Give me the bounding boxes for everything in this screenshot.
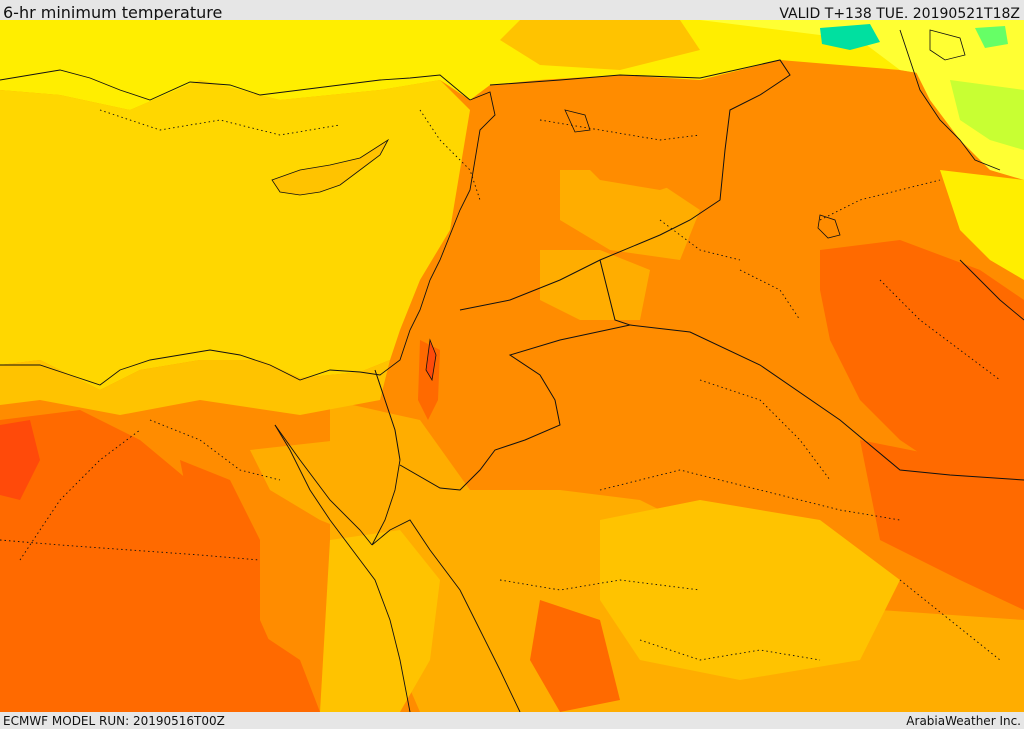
border-jordan bbox=[399, 259, 632, 491]
lake-assad bbox=[564, 109, 591, 133]
dark-orange-saudi bbox=[530, 600, 620, 712]
border-iraq-saudi bbox=[629, 324, 1024, 481]
light-orange-zone-6 bbox=[560, 170, 700, 260]
border-egypt-israel bbox=[374, 369, 401, 461]
lake-iraq bbox=[817, 214, 841, 239]
light-orange-zone-3 bbox=[250, 440, 380, 540]
red-sea-coast-east bbox=[371, 459, 521, 712]
cyprus bbox=[271, 138, 390, 196]
coastal-band bbox=[0, 360, 390, 415]
model-run-label: ECMWF MODEL RUN: 20190516T00Z bbox=[3, 714, 225, 728]
map-title: 6-hr minimum temperature bbox=[3, 3, 223, 22]
zagros-yellow bbox=[940, 170, 1024, 280]
caucasus-green bbox=[950, 80, 1024, 150]
red-sea-coast-west bbox=[274, 424, 411, 712]
turkey-coast bbox=[0, 69, 471, 101]
temperature-map[interactable] bbox=[0, 20, 1024, 712]
persian-gulf-coast bbox=[959, 259, 1024, 321]
light-orange-zone-4 bbox=[320, 530, 440, 712]
turkey-yellow bbox=[0, 20, 1024, 110]
red-orange-egypt-west bbox=[0, 420, 40, 500]
dotted-borders bbox=[0, 109, 1001, 661]
turkey-gold-patch bbox=[500, 20, 700, 70]
light-orange-zone-2 bbox=[600, 500, 900, 680]
light-orange-zone-5 bbox=[540, 250, 650, 320]
green-patch bbox=[975, 26, 1008, 48]
dark-orange-nile bbox=[180, 460, 300, 712]
lake-van bbox=[929, 29, 966, 61]
dark-orange-syria bbox=[560, 90, 720, 190]
mediterranean-sea bbox=[0, 80, 470, 390]
dark-orange-iran-south bbox=[860, 440, 1024, 610]
border-syria-iraq bbox=[459, 59, 791, 311]
dark-orange-iraq bbox=[820, 240, 1024, 500]
gulf-suez bbox=[274, 424, 373, 546]
dead-sea bbox=[425, 338, 437, 382]
credit-label: ArabiaWeather Inc. bbox=[906, 714, 1021, 728]
levant-coast bbox=[0, 91, 496, 386]
valid-time: VALID T+138 TUE. 20190521T18Z bbox=[779, 6, 1020, 22]
caspian-coast bbox=[899, 29, 1001, 171]
footer-bar: ECMWF MODEL RUN: 20190516T00Z ArabiaWeat… bbox=[0, 712, 1024, 729]
teal-patch bbox=[820, 24, 880, 50]
header-bar: 6-hr minimum temperature VALID T+138 TUE… bbox=[0, 0, 1024, 22]
